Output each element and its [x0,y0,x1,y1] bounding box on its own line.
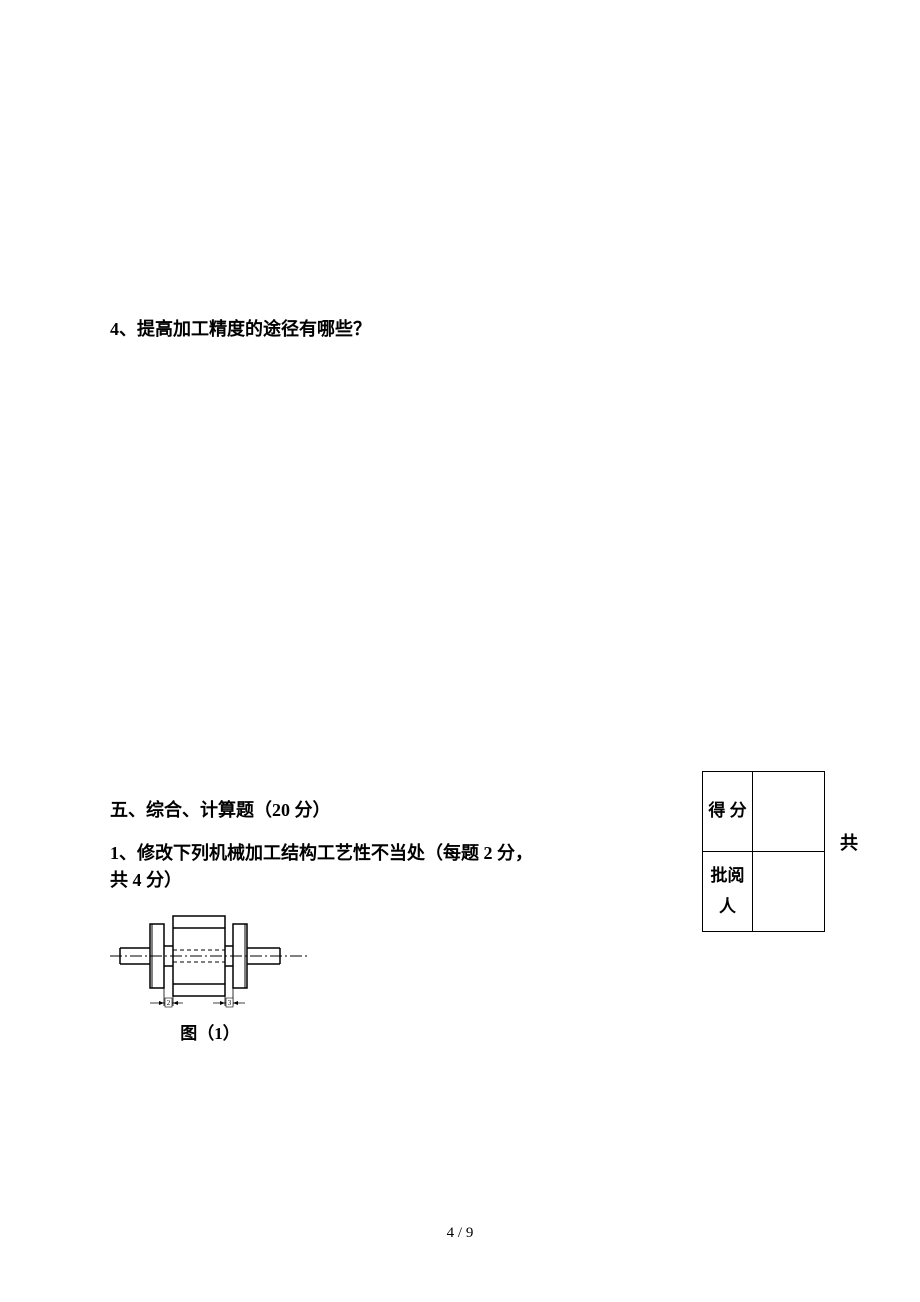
table-row: 批阅 人 [703,852,825,932]
score-label-cell: 得 分 [703,772,753,852]
table-row: 得 分 [703,772,825,852]
figure-caption: 图（1） [105,1019,315,1044]
reviewer-label-cell: 批阅 人 [703,852,753,932]
gong-character: 共 [840,829,858,855]
page-number: 4 / 9 [0,1225,920,1242]
question-5-1-text: 1、修改下列机械加工结构工艺性不当处（每题 2 分，共 4 分） [110,840,550,894]
dim-3: 3 [228,999,232,1007]
question-4-text: 4、提高加工精度的途径有哪些？ [110,315,810,341]
mechanical-drawing: 2 3 [105,906,315,1011]
dim-2: 2 [167,999,171,1007]
section-5: 五、综合、计算题（20 分） 1、修改下列机械加工结构工艺性不当处（每题 2 分… [110,796,810,1044]
score-value-cell [753,772,825,852]
reviewer-value-cell [753,852,825,932]
score-table: 得 分 批阅 人 [702,771,825,932]
